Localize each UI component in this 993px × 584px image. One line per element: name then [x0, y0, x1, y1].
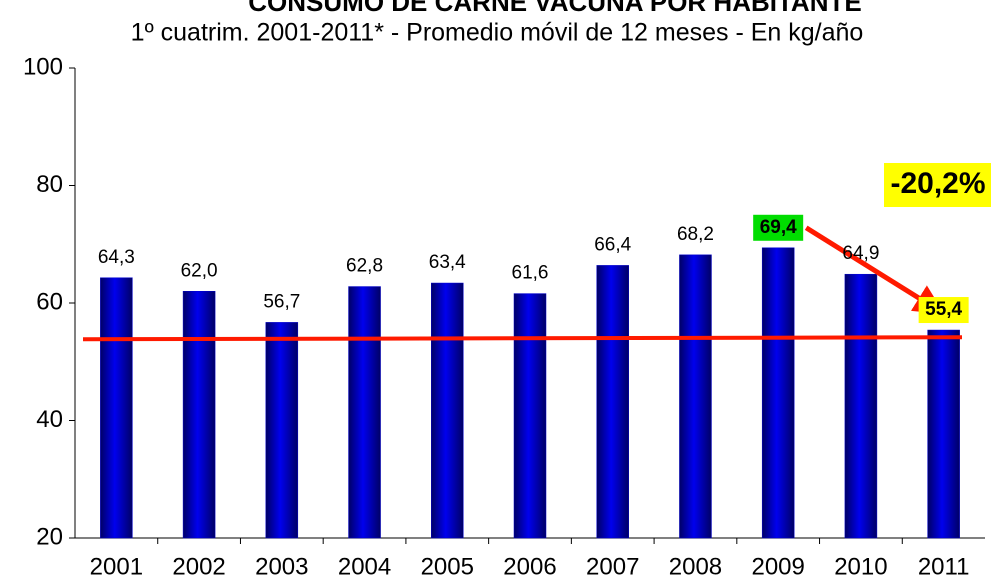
y-tick-label: 80	[36, 171, 63, 198]
x-tick-label: 2011	[918, 553, 970, 580]
x-tick-label: 2004	[338, 553, 391, 580]
chart-title: CONSUMO DE CARNE VACUNA POR HABITANTE	[248, 0, 861, 17]
bar	[679, 254, 712, 539]
bar	[761, 247, 795, 539]
reference-line	[82, 335, 963, 342]
x-tick-label: 2003	[255, 553, 308, 580]
value-label-bg	[753, 214, 804, 241]
bar	[513, 293, 547, 539]
value-label-bg	[918, 297, 969, 324]
bar	[844, 273, 878, 539]
x-tick-label: 2007	[586, 553, 639, 580]
value-label: 55,4	[925, 299, 962, 320]
value-label: 68,2	[677, 224, 714, 245]
bar	[927, 329, 960, 539]
value-label: 64,9	[842, 243, 879, 264]
x-tick-label: 2006	[503, 553, 556, 580]
x-tick-label: 2002	[172, 553, 225, 580]
value-label: 62,0	[181, 260, 218, 281]
bar	[265, 322, 299, 539]
annotation: -20,2%	[890, 167, 985, 200]
x-tick-label: 2010	[834, 553, 887, 580]
bar	[182, 291, 216, 539]
value-label: 61,6	[512, 263, 549, 284]
y-tick-label: 100	[23, 53, 63, 80]
y-tick-label: 20	[36, 523, 63, 550]
bar	[348, 286, 381, 539]
bar	[596, 265, 629, 539]
value-label: 62,8	[346, 256, 383, 277]
value-label: 66,4	[594, 234, 631, 255]
bar	[100, 277, 133, 539]
value-label: 69,4	[760, 217, 797, 238]
annotation-bg	[884, 163, 991, 207]
chart-subtitle: 1º cuatrim. 2001-2011* - Promedio móvil …	[131, 19, 864, 47]
x-tick-label: 2009	[751, 553, 804, 580]
value-label: 56,7	[263, 291, 300, 312]
x-tick-label: 2001	[90, 553, 143, 580]
value-label: 64,3	[98, 247, 135, 268]
x-tick-label: 2005	[421, 553, 474, 580]
y-tick-label: 60	[36, 288, 63, 315]
change-arrow	[804, 225, 945, 314]
bar	[431, 282, 464, 539]
x-tick-label: 2008	[669, 553, 722, 580]
value-label: 63,4	[429, 252, 466, 273]
y-tick-label: 40	[36, 406, 63, 433]
